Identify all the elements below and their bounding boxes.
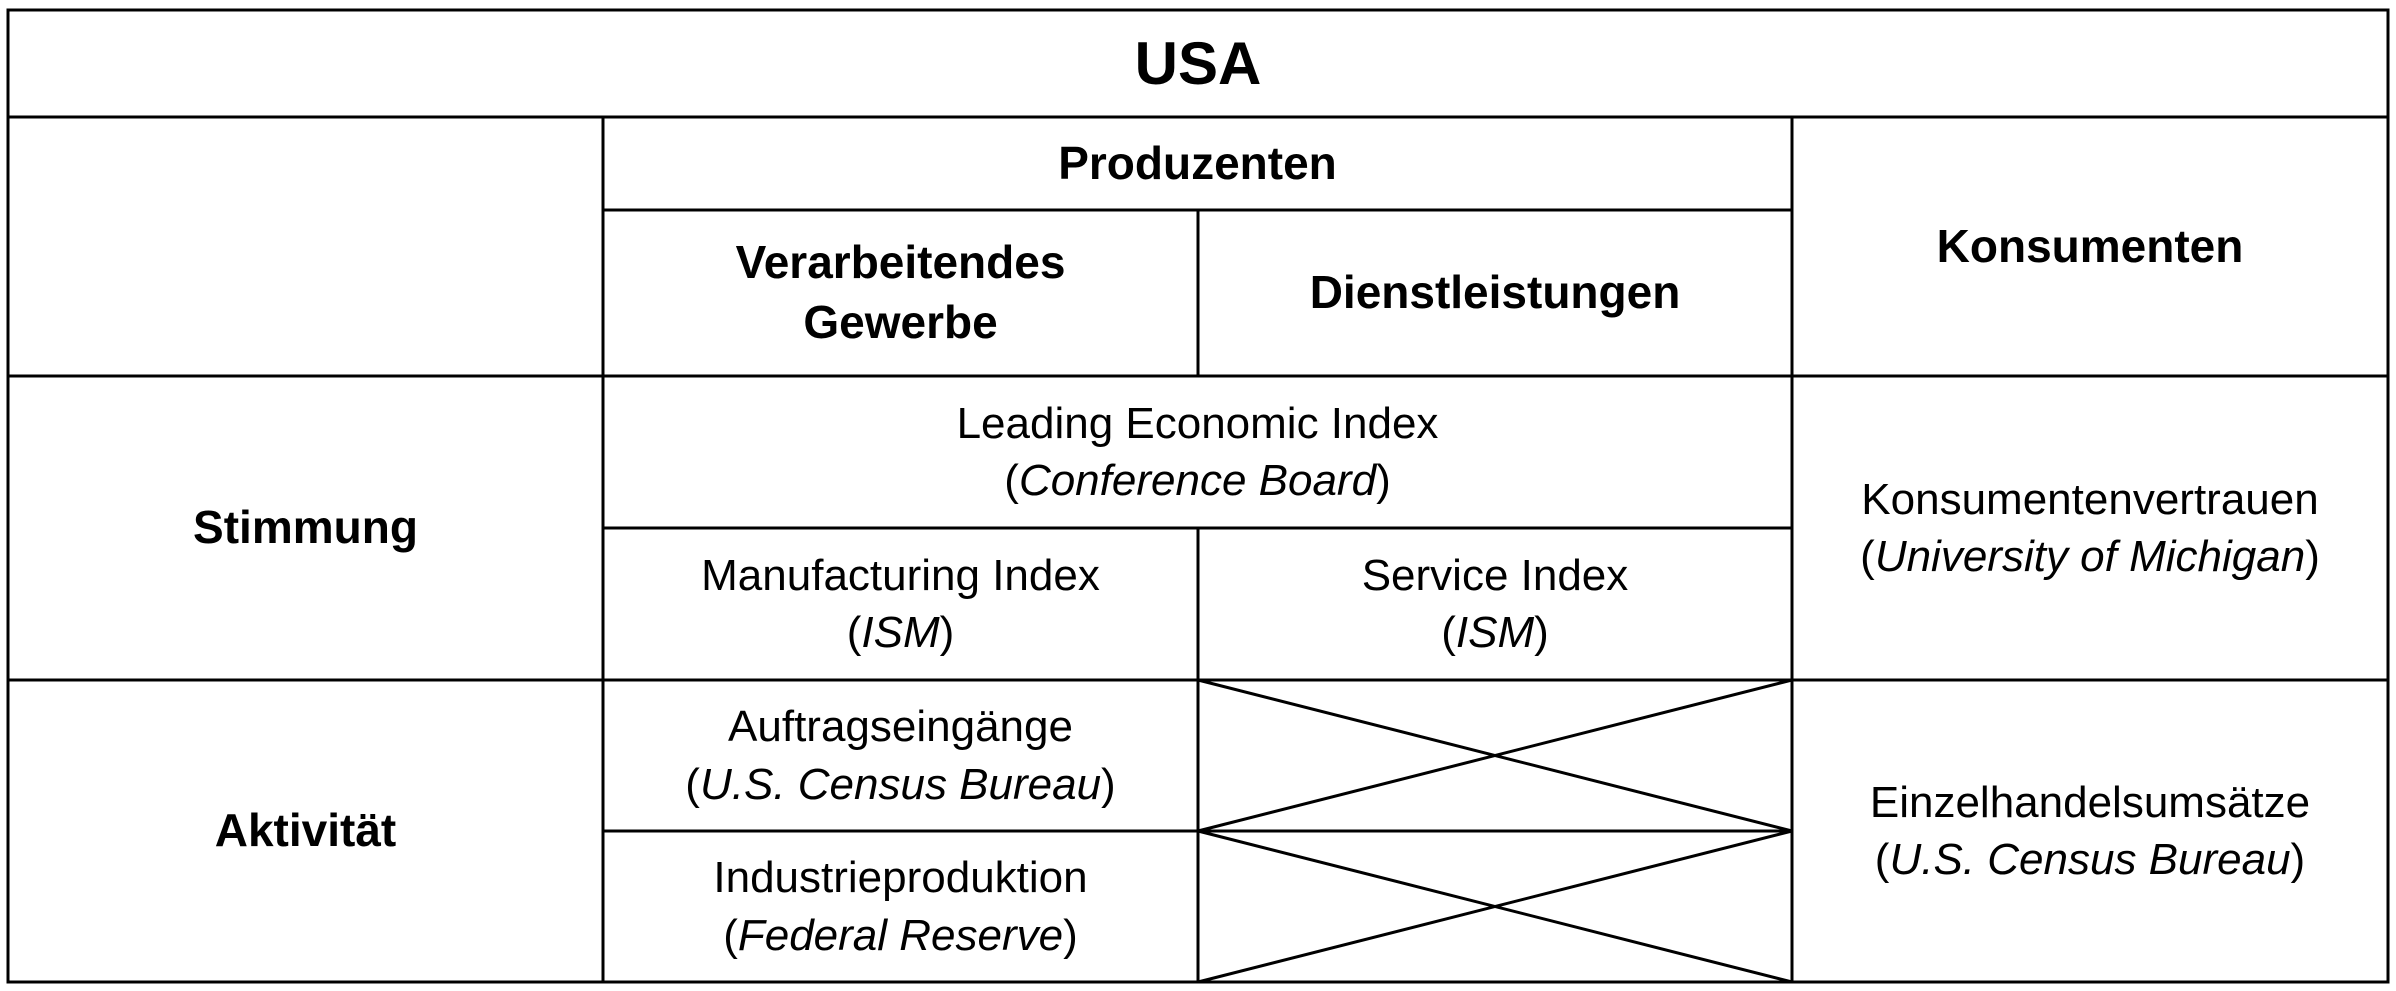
- cell-service-name: Service Index: [1361, 550, 1629, 600]
- cell-einzelhandelsumsaetze-name: Einzelhandelsumsätze: [1869, 777, 2311, 827]
- cell-einzelhandelsumsaetze-source: (U.S. Census Bureau): [1874, 835, 2306, 884]
- cell-konsumentenvertrauen-name: Konsumentenvertrauen: [1861, 474, 2319, 524]
- cell-industrieproduktion-name: Industrieproduktion: [713, 853, 1088, 903]
- cell-auftragseingaenge: Auftragseingänge (U.S. Census Bureau): [603, 680, 1198, 831]
- cell-auftragseingaenge-source: (U.S. Census Bureau): [685, 759, 1116, 809]
- cell-konsumentenvertrauen-source: (University of Michigan): [1860, 532, 2320, 581]
- row-label-stimmung: Stimmung: [193, 501, 418, 554]
- header-verarbeitendes-gewerbe: Verarbeitendes Gewerbe: [603, 210, 1198, 376]
- header-produzenten: Produzenten: [1058, 136, 1337, 189]
- cell-service-source: (ISM): [1441, 608, 1549, 657]
- header-konsumenten: Konsumenten: [1936, 219, 2244, 272]
- table-title: USA: [1134, 29, 1262, 97]
- cross-line-lower-b: [1197, 829, 1793, 984]
- cell-manufacturing-source: (ISM): [846, 608, 955, 657]
- cell-service-index: Service Index (ISM): [1198, 528, 1792, 680]
- cell-einzelhandelsumsaetze: Einzelhandelsumsätze (U.S. Census Bureau…: [1792, 680, 2388, 982]
- cell-leading-economic-index: Leading Economic Index (Conference Board…: [603, 376, 1792, 528]
- cell-konsumentenvertrauen: Konsumentenvertrauen (University of Mich…: [1792, 376, 2388, 680]
- cell-auftragseingaenge-name: Auftragseingänge: [728, 702, 1073, 752]
- cell-industrieproduktion-source: (Federal Reserve): [723, 910, 1078, 960]
- header-verarbeitendes-line2: Gewerbe: [803, 296, 998, 348]
- row-label-aktivitaet: Aktivität: [214, 804, 397, 857]
- header-verarbeitendes-line1: Verarbeitendes: [735, 236, 1066, 289]
- header-dienstleistungen: Dienstleistungen: [1309, 266, 1681, 319]
- cell-leading-name: Leading Economic Index: [956, 398, 1439, 448]
- cell-industrieproduktion: Industrieproduktion (Federal Reserve): [603, 831, 1198, 982]
- cell-manufacturing-index: Manufacturing Index (ISM): [603, 528, 1198, 680]
- cell-leading-source: (Conference Board): [1004, 456, 1391, 505]
- cross-line-upper-b: [1197, 678, 1793, 833]
- cell-manufacturing-name: Manufacturing Index: [701, 550, 1100, 600]
